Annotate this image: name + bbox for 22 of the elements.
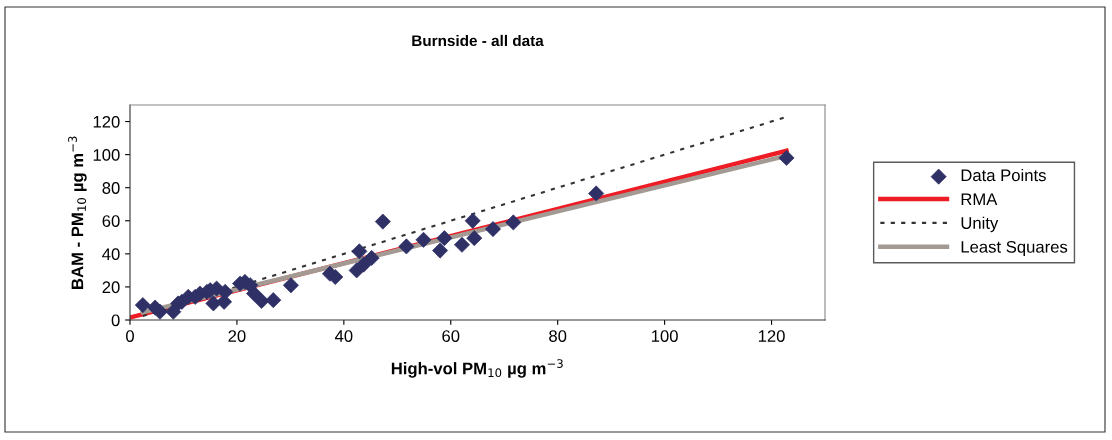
- x-tick-label: 20: [228, 330, 246, 342]
- y-tick-label: 80: [102, 182, 120, 194]
- y-axis-title: BAM - PM$_{10}$ µg m$^{−3}$: [68, 136, 87, 289]
- point: [265, 292, 282, 309]
- y-tick-label: 0: [111, 314, 120, 327]
- legend-label: Unity: [961, 216, 999, 233]
- x-tick-label: 120: [758, 330, 785, 342]
- y-tick-label: 40: [102, 248, 120, 261]
- x-tick-label: 60: [442, 330, 460, 342]
- chart-title: Burnside - all data: [412, 34, 544, 47]
- x-tick-label: 100: [651, 330, 678, 342]
- legend-label: Least Squares: [961, 240, 1068, 257]
- legend-label: RMA: [961, 193, 998, 205]
- x-axis-title: High-vol PM$_{10}$ µg m$^{−3}$: [391, 359, 563, 378]
- x-tick-label: 40: [334, 330, 353, 342]
- legend-label: Data Points: [961, 168, 1046, 182]
- x-tick-label: 0: [126, 330, 134, 342]
- y-tick-label: 20: [102, 281, 120, 294]
- y-tick-label: 60: [102, 215, 120, 227]
- x-tick-label: 80: [549, 330, 567, 342]
- y-tick-label: 120: [93, 115, 120, 128]
- y-tick-label: 100: [93, 149, 120, 161]
